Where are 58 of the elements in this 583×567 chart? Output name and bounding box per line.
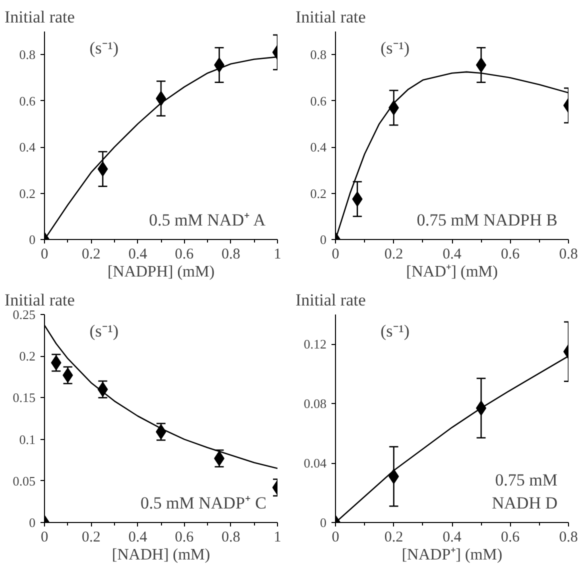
y-tick-label: 0 xyxy=(29,515,36,530)
annotation: 0.5 mM NADP⁺ C xyxy=(140,494,267,512)
y-tick-label: 0.12 xyxy=(304,336,326,352)
x-tick-label: 0.4 xyxy=(442,246,462,262)
y-tick-label: 0.08 xyxy=(304,396,326,412)
x-tick-label: 0.2 xyxy=(384,530,404,546)
x-tick-label: 1 xyxy=(274,246,282,262)
annotation: (s⁻¹) xyxy=(380,322,410,340)
annotation: (s⁻¹) xyxy=(90,322,119,340)
x-axis-title: [NAD⁺] (mM) xyxy=(406,264,498,280)
x-tick-label: 0 xyxy=(40,246,48,262)
y-tick-label: 0.15 xyxy=(12,390,36,406)
y-tick-label: 0.25 xyxy=(12,307,36,322)
y-tick-label: 0.4 xyxy=(19,140,36,155)
x-tick-label: 0.2 xyxy=(82,530,100,546)
y-axis-title: Initial rate xyxy=(296,290,366,310)
x-tick-label: 0.2 xyxy=(384,246,404,262)
x-tick-label: 0.4 xyxy=(128,246,148,262)
x-tick-label: 0 xyxy=(332,246,340,262)
y-tick-label: 0 xyxy=(29,232,36,247)
annotation: (s⁻¹) xyxy=(90,38,119,58)
x-tick-label: 0.8 xyxy=(222,246,240,262)
y-tick-label: 0.2 xyxy=(310,186,326,201)
x-tick-label: 0.8 xyxy=(559,530,578,546)
y-tick-label: 0.8 xyxy=(19,47,36,62)
x-tick-label: 0.6 xyxy=(500,246,520,262)
x-tick-label: 0.4 xyxy=(442,530,462,546)
y-tick-label: 0 xyxy=(320,232,326,247)
y-axis-title: Initial rate xyxy=(4,8,75,26)
x-tick-label: 0.2 xyxy=(82,246,100,262)
y-tick-label: 0.2 xyxy=(19,348,36,364)
y-axis-title: Initial rate xyxy=(4,290,75,310)
y-tick-label: 0.4 xyxy=(310,140,327,155)
y-tick-label: 0.8 xyxy=(310,47,326,62)
y-tick-label: 0.2 xyxy=(19,186,36,201)
x-tick-label: 0 xyxy=(40,530,48,546)
y-tick-label: 0.6 xyxy=(310,93,327,108)
x-tick-label: 1 xyxy=(274,530,282,546)
annotation: 0.5 mM NAD⁺ A xyxy=(149,210,266,230)
x-axis-title: [NADPH] (mM) xyxy=(107,264,215,280)
y-tick-label: 0.1 xyxy=(19,432,36,447)
annotation: 0.75 mM NADH D xyxy=(492,470,558,512)
x-tick-label: 0.8 xyxy=(222,530,240,546)
y-tick-label: 0.6 xyxy=(19,93,36,108)
x-axis-title: [NADH] (mM) xyxy=(112,546,210,564)
y-tick-label: 0.04 xyxy=(304,456,327,471)
y-tick-label: 0 xyxy=(320,515,326,530)
x-tick-label: 0.4 xyxy=(128,530,148,546)
annotation: (s⁻¹) xyxy=(380,38,410,58)
y-axis-title: Initial rate xyxy=(296,8,366,26)
x-tick-label: 0.6 xyxy=(500,530,520,546)
x-tick-label: 0.6 xyxy=(174,530,194,546)
x-tick-label: 0 xyxy=(332,530,340,546)
x-axis-title: [NADP⁺] (mM) xyxy=(402,546,502,564)
y-tick-label: 0.05 xyxy=(12,473,36,488)
annotation: 0.75 mM NADPH B xyxy=(416,210,558,230)
x-tick-label: 0.8 xyxy=(559,246,578,262)
x-tick-label: 0.6 xyxy=(174,246,194,262)
